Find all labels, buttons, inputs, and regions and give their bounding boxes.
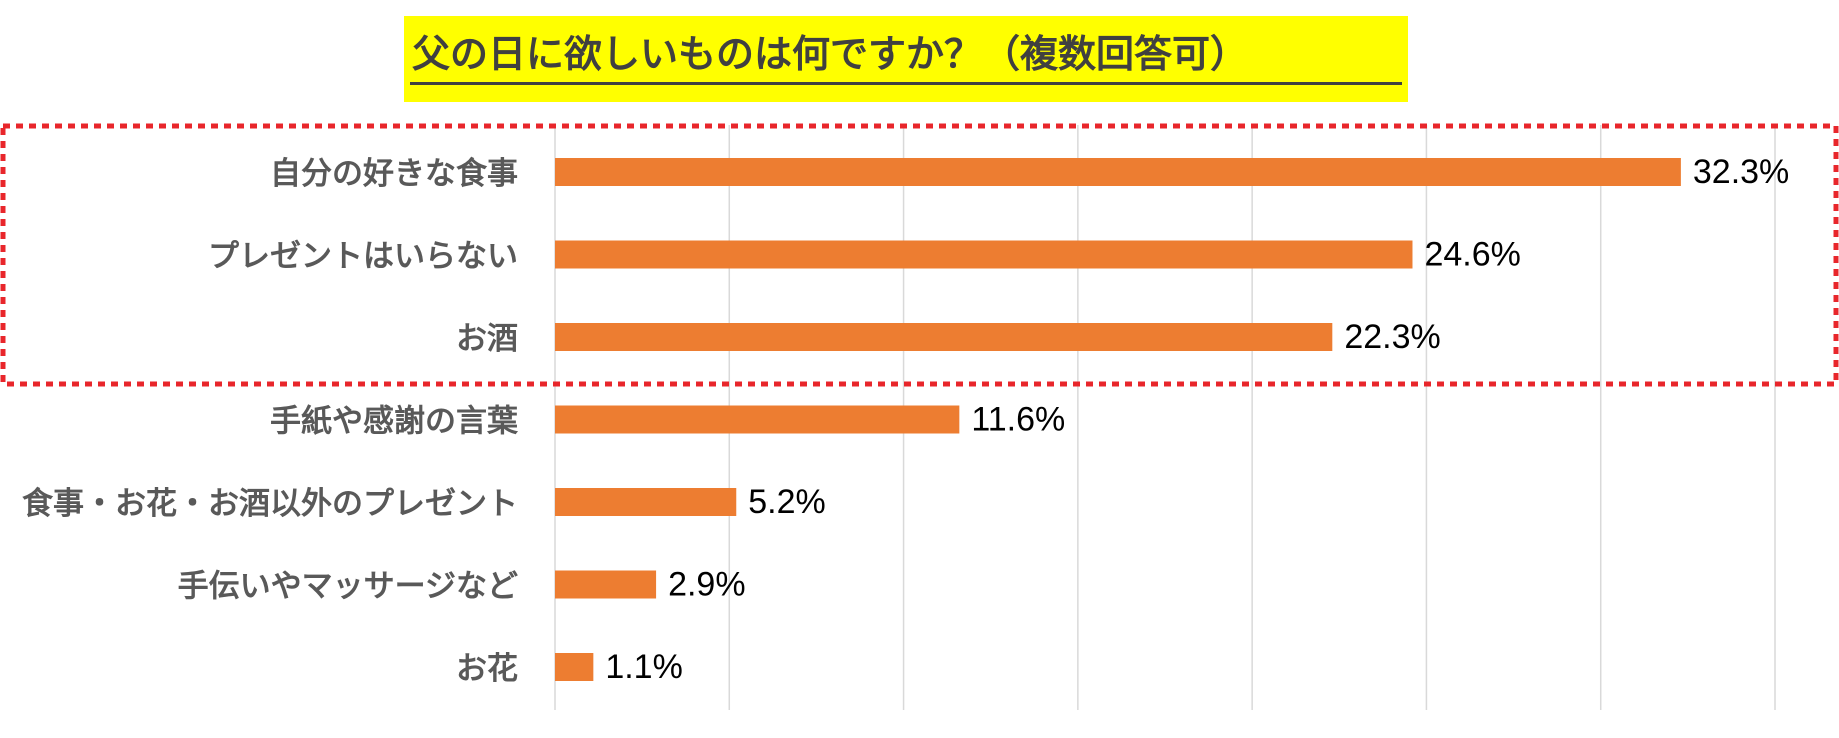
category-label: 自分の好きな食事 [270, 156, 518, 192]
bar [555, 570, 657, 599]
bar [555, 323, 1333, 351]
value-label: 1.1% [605, 648, 683, 686]
title-underline [410, 82, 1402, 85]
category-label: 手紙や感謝の言葉 [270, 404, 519, 440]
chart-title: 父の日に欲しいものは何ですか？（複数回答可） [412, 32, 1249, 76]
bar [555, 158, 1681, 186]
bar [555, 488, 737, 516]
value-label: 22.3% [1344, 318, 1440, 356]
value-label: 24.6% [1424, 236, 1520, 274]
value-label: 2.9% [668, 566, 746, 604]
value-label: 5.2% [748, 483, 826, 521]
value-label: 32.3% [1693, 153, 1789, 191]
title-highlight [404, 16, 1408, 102]
category-label: 食事・お花・お酒以外のプレゼント [22, 486, 518, 522]
category-label: プレゼントはいらない [208, 239, 518, 275]
bar [555, 405, 960, 434]
bar [555, 653, 594, 681]
bar [555, 240, 1413, 269]
category-label: お酒 [456, 321, 518, 357]
value-label: 11.6% [971, 401, 1065, 439]
highlight-box [0, 123, 1839, 387]
category-label: お花 [456, 651, 518, 687]
category-label: 手伝いやマッサージなど [178, 569, 518, 605]
